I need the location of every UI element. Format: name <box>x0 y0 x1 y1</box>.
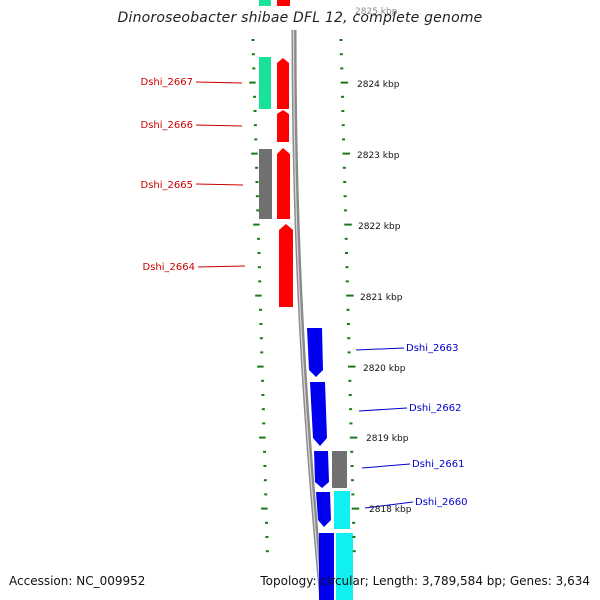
gene-dshi-2661[interactable] <box>314 451 329 488</box>
gene-label-dshi-2663[interactable]: Dshi_2663 <box>406 343 458 354</box>
gene-blue-5[interactable] <box>319 533 334 600</box>
accession-text: Accession: NC_009952 <box>9 574 146 588</box>
scale-ticks <box>249 39 360 553</box>
leader-dshi-2662 <box>358 407 408 412</box>
gene-dshi-2660[interactable] <box>334 491 350 529</box>
scale-label-clipped: 2825 kbp <box>355 7 398 17</box>
gene-label-dshi-2666[interactable]: Dshi_2666 <box>141 120 193 131</box>
gene-gray-right[interactable] <box>332 451 347 488</box>
scale-label-2820: 2820 kbp <box>363 364 406 374</box>
gene-dshi-2664[interactable] <box>279 224 293 307</box>
leader-dshi-2666 <box>195 124 243 127</box>
genome-backbone-highlight <box>292 29 323 600</box>
gene-label-dshi-2662[interactable]: Dshi_2662 <box>409 403 461 414</box>
label-leaders <box>195 81 414 509</box>
leader-dshi-2660 <box>364 501 414 509</box>
gene-red-3[interactable] <box>277 148 290 219</box>
gene-dshi-2662[interactable] <box>310 382 327 446</box>
gene-fragment-teal-top <box>259 0 271 6</box>
gene-label-dshi-2667[interactable]: Dshi_2667 <box>141 77 193 88</box>
gene-dshi-2666[interactable] <box>277 110 289 142</box>
gene-fragment-red-top <box>277 0 290 6</box>
gene-blue-4[interactable] <box>316 492 331 527</box>
gene-dshi-2663[interactable] <box>307 328 323 377</box>
scale-label-2824: 2824 kbp <box>357 80 400 90</box>
scale-label-2821: 2821 kbp <box>360 293 403 303</box>
gene-label-dshi-2664[interactable]: Dshi_2664 <box>143 262 195 273</box>
gene-red-1[interactable] <box>277 58 289 109</box>
leader-dshi-2661 <box>361 463 411 469</box>
gene-label-dshi-2660[interactable]: Dshi_2660 <box>415 497 467 508</box>
gene-label-dshi-2665[interactable]: Dshi_2665 <box>141 180 193 191</box>
scale-label-2822: 2822 kbp <box>358 222 401 232</box>
leader-dshi-2665 <box>195 183 244 186</box>
scale-label-2823: 2823 kbp <box>357 151 400 161</box>
leader-dshi-2663 <box>355 347 405 351</box>
gene-dshi-2665[interactable] <box>259 149 272 219</box>
leader-dshi-2667 <box>195 81 243 84</box>
genome-stats-text: Topology: circular; Length: 3,789,584 bp… <box>260 574 590 588</box>
gene-cyan-2[interactable] <box>336 533 353 600</box>
leader-dshi-2664 <box>197 265 246 268</box>
gene-dshi-2667[interactable] <box>259 57 271 109</box>
scale-label-2819: 2819 kbp <box>366 434 409 444</box>
genome-title: Dinoroseobacter shibae DFL 12, complete … <box>117 10 483 26</box>
gene-label-dshi-2661[interactable]: Dshi_2661 <box>412 459 464 470</box>
scale-label-2818: 2818 kbp <box>369 505 412 515</box>
